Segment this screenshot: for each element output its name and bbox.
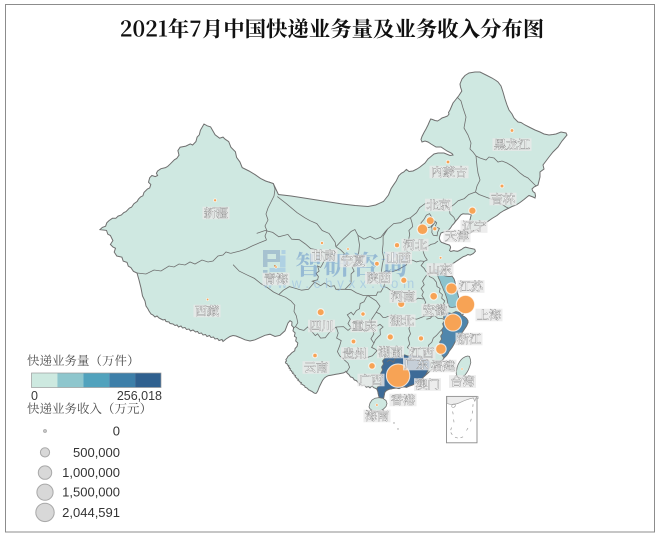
- svg-text:2,044,591: 2,044,591: [62, 505, 120, 520]
- svg-text:500,000: 500,000: [73, 445, 120, 460]
- svg-text:1,000,000: 1,000,000: [62, 465, 120, 480]
- svg-text:0: 0: [31, 389, 38, 403]
- svg-text:1,500,000: 1,500,000: [62, 485, 120, 500]
- svg-text:0: 0: [113, 424, 120, 439]
- svg-text:256,018: 256,018: [117, 389, 162, 403]
